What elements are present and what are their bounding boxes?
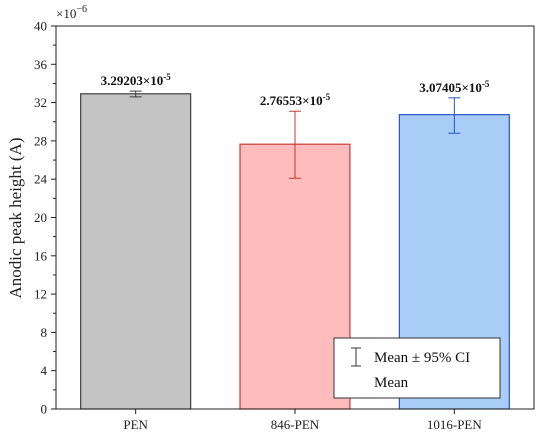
y-tick-label-2: 8 (41, 325, 48, 340)
bar-2 (239, 143, 351, 410)
x-tick-label-2: 846-PEN (271, 417, 320, 432)
y-tick-label-6: 24 (34, 172, 48, 187)
y-axis-title: Anodic peak height (A) (6, 138, 25, 299)
y-axis-multiplier: ×10−6 (56, 4, 87, 21)
y-tick-label-0: 0 (41, 402, 48, 417)
legend-errorbar-symbol (351, 347, 361, 367)
legend: Mean ± 95% CI Mean (333, 337, 501, 399)
y-tick-label-1: 4 (41, 363, 48, 378)
legend-box (333, 337, 501, 399)
y-tick-label-10: 40 (34, 19, 47, 34)
data-label-2: 2.76553×10-5 (260, 92, 331, 108)
labels-layer: 3.29203×10-5 PEN 2.76553×10-5 846-PEN 3.0740… (34, 19, 490, 433)
y-tick-label-7: 28 (34, 133, 47, 148)
error-bar-3 (448, 97, 461, 134)
error-bar-1 (129, 90, 142, 98)
axes-layer (51, 25, 535, 414)
x-tick-label-1: PEN (123, 417, 148, 432)
y-tick-label-9: 36 (34, 57, 48, 72)
legend-label-ci: Mean ± 95% CI (374, 350, 470, 366)
x-tick-label-3: 1016-PEN (427, 417, 483, 432)
legend-label-mean: Mean (374, 375, 409, 391)
y-tick-label-8: 32 (34, 95, 47, 110)
data-label-3: 3.07405×10-5 (419, 79, 490, 95)
y-tick-label-5: 20 (34, 210, 47, 225)
data-label-1: 3.29203×10-5 (101, 72, 172, 88)
error-bars-layer (129, 90, 461, 179)
error-bar-2 (289, 110, 301, 179)
bar-1 (80, 93, 192, 410)
y-tick-label-4: 16 (34, 248, 48, 263)
y-tick-label-3: 12 (34, 287, 47, 302)
